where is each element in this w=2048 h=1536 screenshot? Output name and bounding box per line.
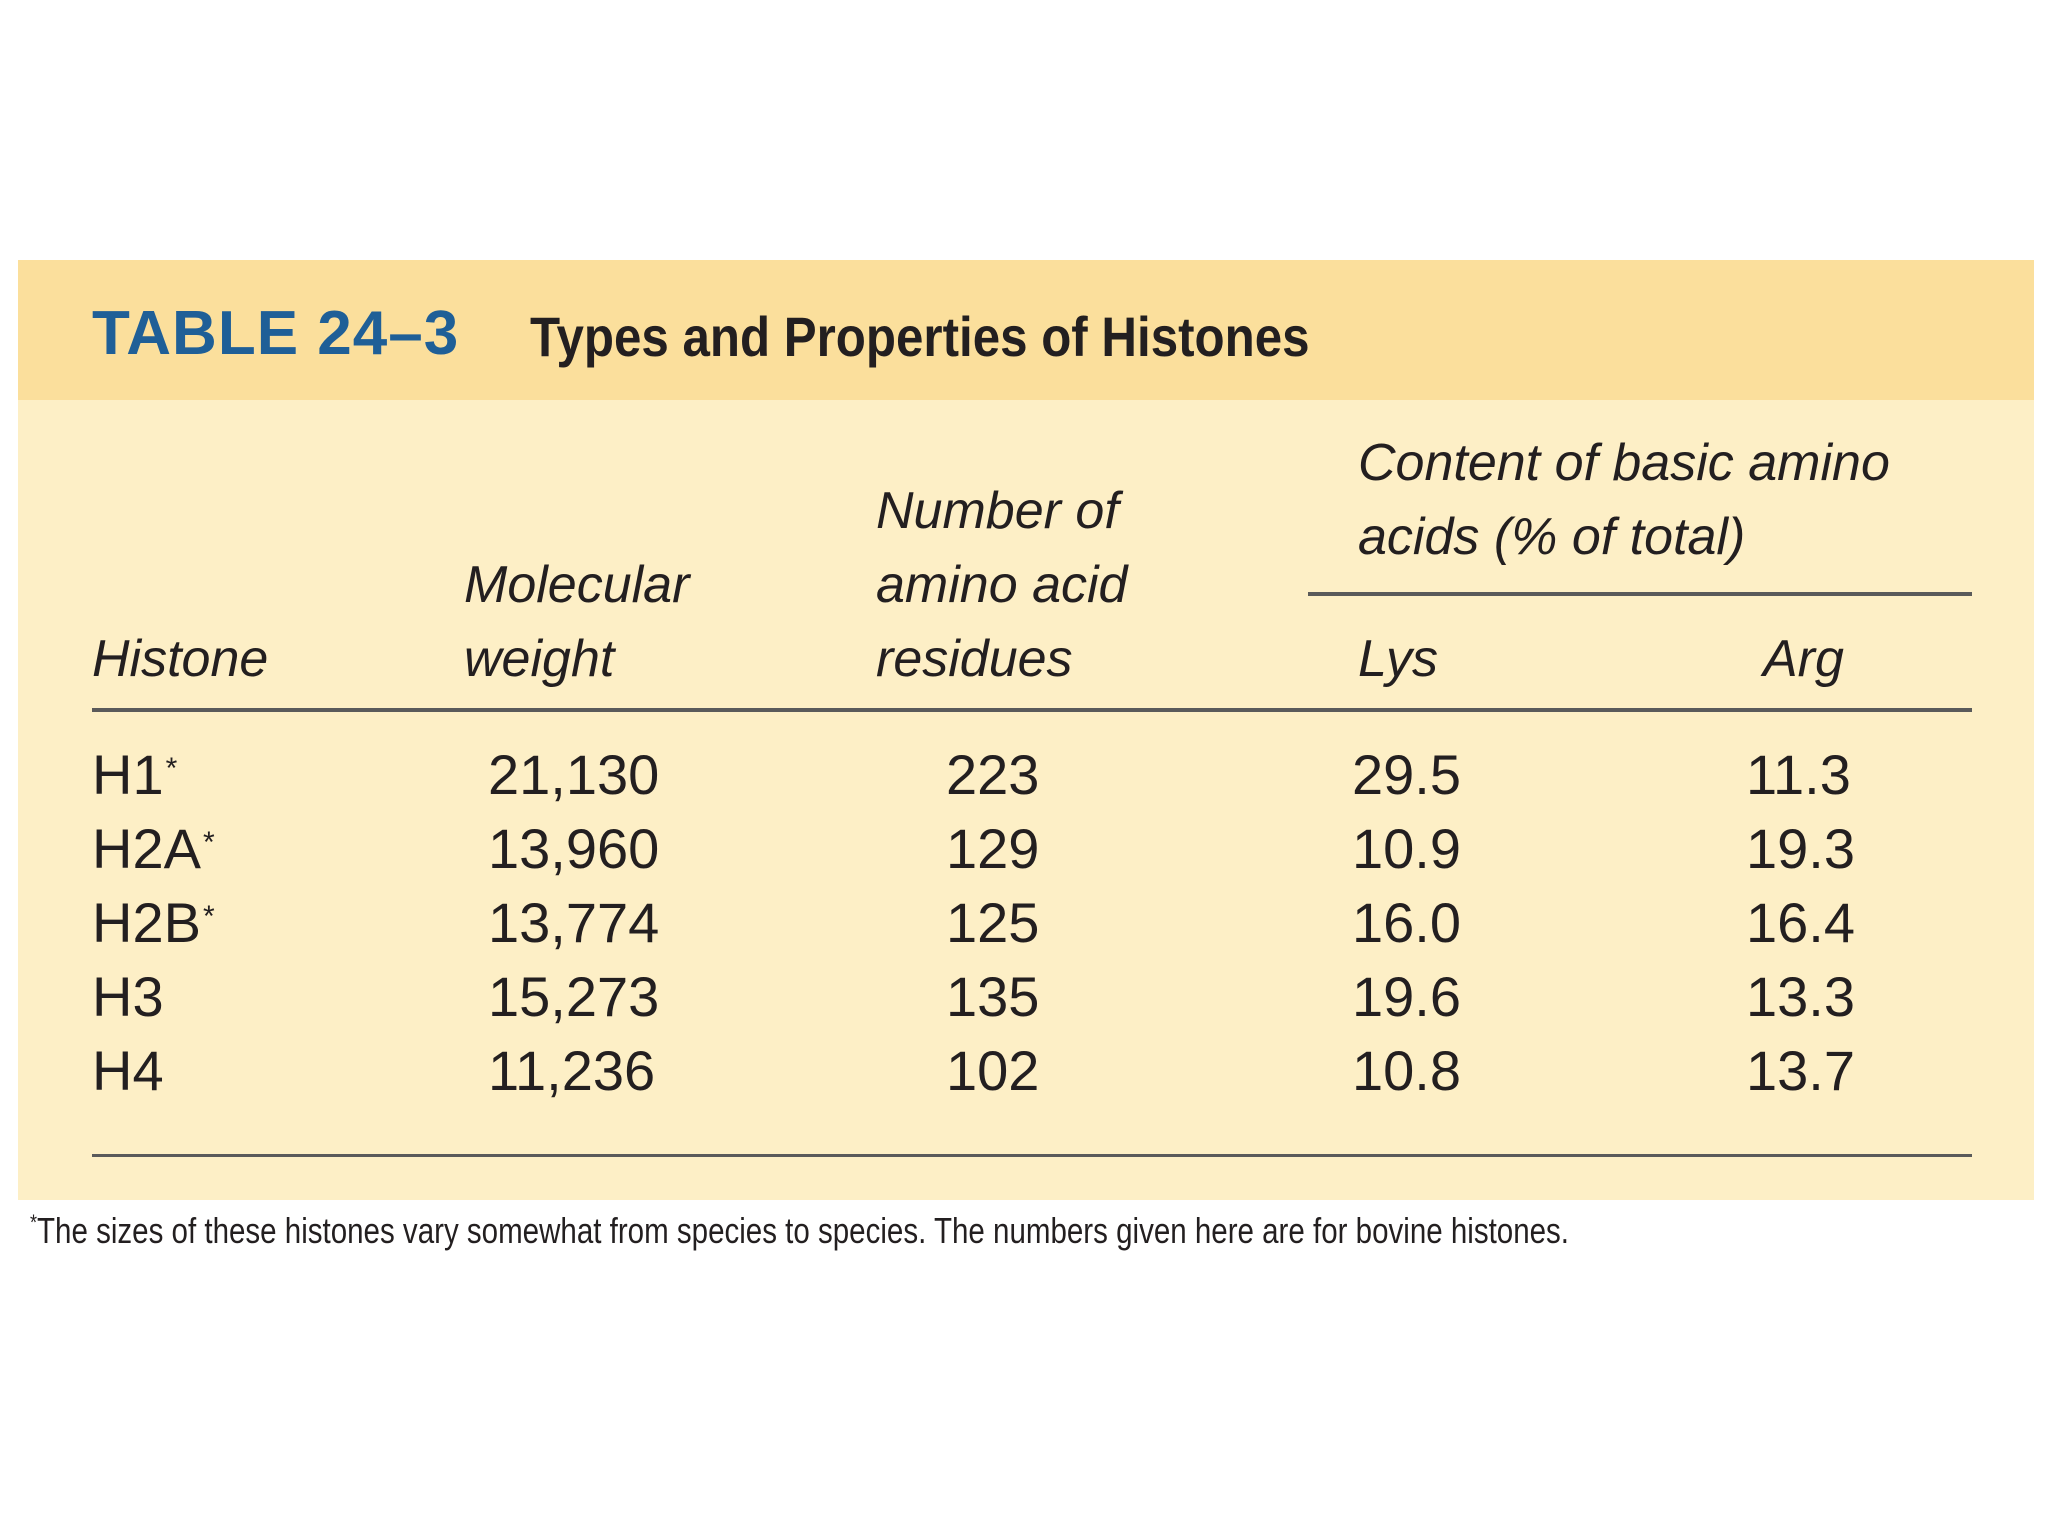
header-histone: Histone xyxy=(92,630,269,688)
header-arg: Arg xyxy=(1763,630,1844,688)
header-molecular-weight-line1: Molecular xyxy=(464,556,690,614)
table-row-residues: 102 xyxy=(946,1039,1040,1102)
table-row-lys: 16.0 xyxy=(1352,891,1461,954)
table-row-molecular-weight: 13,960 xyxy=(488,817,660,880)
table-row-residues: 223 xyxy=(946,743,1040,806)
table-row-lys: 29.5 xyxy=(1352,743,1461,806)
table-row-histone: H2A* xyxy=(92,817,215,880)
table-footnote: *The sizes of these histones vary somewh… xyxy=(30,1210,1569,1252)
table-row-arg: 16.4 xyxy=(1746,891,1855,954)
table-row-arg: 13.3 xyxy=(1746,965,1855,1028)
table-row-arg: 19.3 xyxy=(1746,817,1855,880)
header-lys: Lys xyxy=(1358,630,1438,688)
table-row-arg: 11.3 xyxy=(1746,743,1851,806)
table-row-molecular-weight: 13,774 xyxy=(488,891,660,954)
footnote-marker: * xyxy=(202,826,215,859)
footnote-marker: * xyxy=(30,1210,38,1235)
footnote-marker: * xyxy=(165,752,178,785)
header-rule xyxy=(92,708,1972,712)
table-row-residues: 125 xyxy=(946,891,1040,954)
table-row-molecular-weight: 15,273 xyxy=(488,965,660,1028)
header-residues-line1: Number of xyxy=(876,482,1119,540)
header-molecular-weight-line2: weight xyxy=(464,630,615,688)
table-row-histone: H4 xyxy=(92,1039,164,1102)
table-row-histone: H3 xyxy=(92,965,164,1028)
footnote-marker: * xyxy=(202,900,215,933)
header-residues-line2: amino acid xyxy=(876,556,1128,614)
histone-table: TABLE 24–3 Types and Properties of Histo… xyxy=(18,260,2034,1200)
table-bottom-rule xyxy=(92,1154,1972,1157)
table-row-histone: H2B* xyxy=(92,891,215,954)
header-content-rule xyxy=(1308,592,1972,596)
table-caption: Types and Properties of Histones xyxy=(530,305,1310,368)
table-row-residues: 135 xyxy=(946,965,1040,1028)
header-content-line2: acids (% of total) xyxy=(1358,508,1746,566)
table-title-bar: TABLE 24–3 Types and Properties of Histo… xyxy=(18,260,2034,400)
table-row-residues: 129 xyxy=(946,817,1040,880)
table-row-arg: 13.7 xyxy=(1746,1039,1855,1102)
header-content-line1: Content of basic amino xyxy=(1358,434,1890,492)
table-row-lys: 10.9 xyxy=(1352,817,1461,880)
table-row-molecular-weight: 11,236 xyxy=(488,1039,656,1102)
table-number: TABLE 24–3 xyxy=(92,299,460,368)
footnote-text: The sizes of these histones vary somewha… xyxy=(37,1210,1570,1251)
table-row-molecular-weight: 21,130 xyxy=(488,743,660,806)
table-row-lys: 10.8 xyxy=(1352,1039,1461,1102)
header-residues-line3: residues xyxy=(876,630,1073,688)
table-row-histone: H1* xyxy=(92,743,178,806)
table-row-lys: 19.6 xyxy=(1352,965,1461,1028)
